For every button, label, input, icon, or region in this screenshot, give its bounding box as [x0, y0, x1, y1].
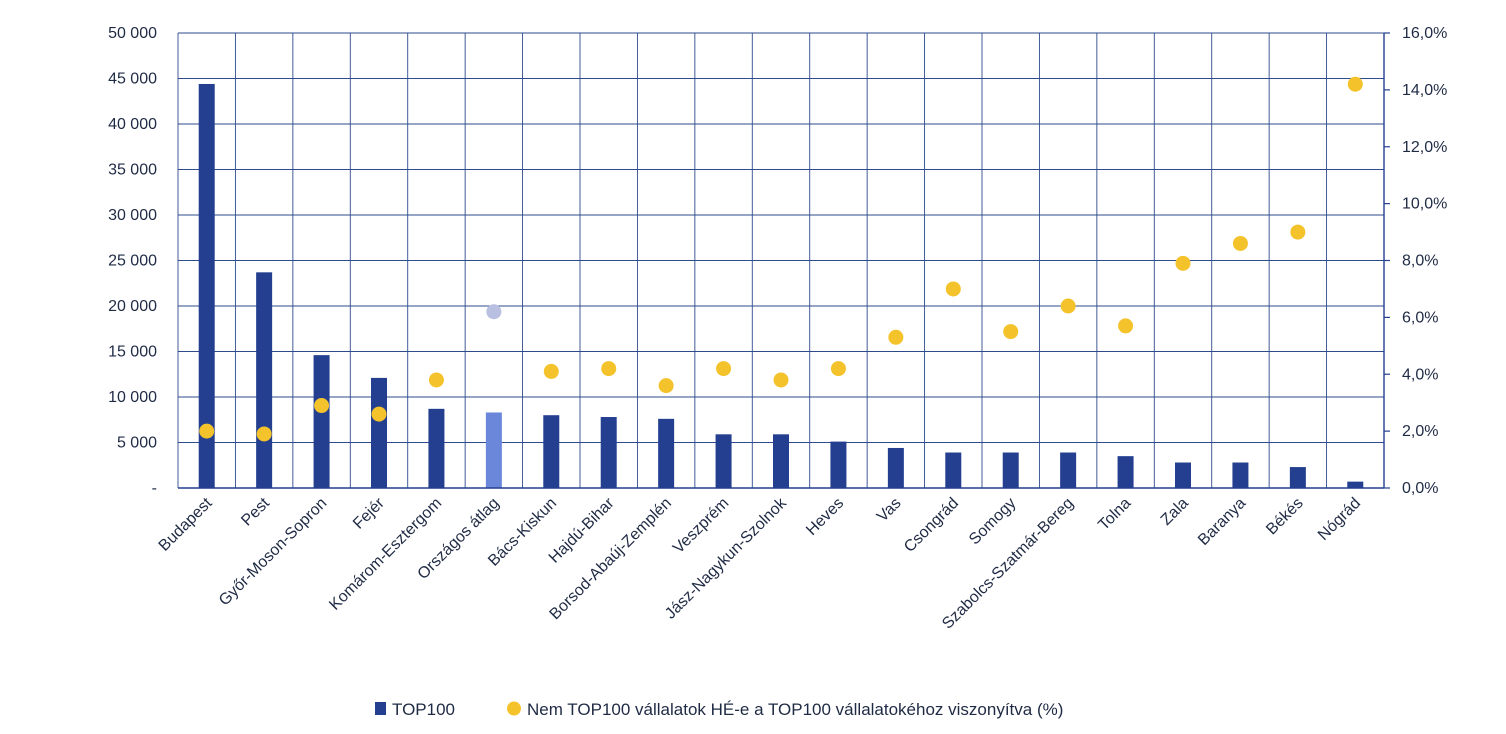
bar-13	[945, 452, 962, 488]
point-10	[773, 372, 789, 388]
right-axis-ticks: 0,0% 2,0% 4,0% 6,0% 8,0% 10,0% 12,0% 14,0% 16,0%	[1402, 25, 1447, 497]
bar-4	[428, 408, 445, 488]
bar-11	[830, 441, 847, 488]
left-tick-label: 10 000	[108, 389, 157, 406]
bar-16	[1117, 456, 1134, 488]
left-axis-ticks: - 5 000 10 000 15 000 20 000 25 000 30 000 35 0…	[108, 25, 157, 497]
right-tick-label: 10,0%	[1402, 196, 1447, 213]
category-label: Zala	[1158, 495, 1192, 529]
gridlines	[177, 32, 1385, 489]
category-label: Tolna	[1095, 495, 1134, 534]
category-label: Jász-Nagykun-Szolnok	[662, 494, 790, 622]
point-3	[371, 406, 387, 422]
point-4	[428, 372, 444, 388]
left-tick-label: 5 000	[117, 435, 157, 452]
point-1	[256, 426, 272, 442]
bar-8	[658, 418, 675, 488]
category-label: Veszprém	[670, 495, 732, 557]
bar-3	[371, 377, 387, 488]
right-tick-label: 16,0%	[1402, 25, 1447, 42]
point-7	[601, 361, 617, 377]
bar-17	[1175, 462, 1191, 488]
point-0	[199, 423, 215, 439]
point-15	[1060, 298, 1076, 314]
point-20	[1347, 76, 1363, 92]
legend-top100-swatch	[375, 702, 386, 715]
left-tick-label: 35 000	[108, 162, 157, 179]
category-label: Budapest	[156, 494, 216, 554]
point-9	[716, 361, 732, 377]
category-label: Csongrád	[901, 495, 962, 556]
right-tick-label: 14,0%	[1402, 82, 1447, 99]
bar-2	[313, 355, 330, 488]
bar-19	[1289, 467, 1306, 488]
category-label: Fejér	[350, 494, 388, 532]
point-6	[543, 363, 559, 379]
category-label: Borsod-Abaúj-Zemplén	[547, 495, 675, 623]
point-14	[1003, 324, 1019, 340]
bar-14	[1002, 452, 1019, 488]
point-18	[1232, 235, 1248, 251]
bar-0	[198, 83, 215, 489]
point-16	[1118, 318, 1134, 334]
point-13	[945, 281, 961, 297]
point-11	[830, 361, 846, 377]
legend-ratio-swatch	[507, 701, 521, 716]
category-label: Vas	[874, 495, 905, 526]
left-tick-label: -	[152, 480, 157, 497]
bar-9	[715, 434, 732, 488]
bar-12	[887, 447, 904, 488]
right-tick-label: 4,0%	[1402, 366, 1438, 383]
category-label: Komárom-Esztergom	[326, 495, 445, 614]
left-tick-label: 15 000	[108, 344, 157, 361]
left-tick-label: 30 000	[108, 207, 157, 224]
bar-15	[1060, 452, 1077, 488]
point-2	[314, 398, 330, 414]
right-tick-label: 8,0%	[1402, 253, 1438, 270]
legend-ratio-label: Nem TOP100 vállalatok HÉ-e a TOP100 váll…	[527, 700, 1063, 719]
category-label: Baranya	[1195, 495, 1249, 549]
point-8	[658, 378, 674, 394]
bar-1	[256, 272, 273, 488]
legend-top100-label: TOP100	[392, 700, 455, 719]
left-tick-label: 20 000	[108, 298, 157, 315]
category-label: Győr-Moson-Sopron	[216, 495, 331, 610]
right-tick-label: 2,0%	[1402, 423, 1438, 440]
bar-7	[600, 417, 617, 488]
point-19	[1290, 224, 1306, 240]
category-label: Pest	[238, 494, 273, 529]
scatter-series	[199, 76, 1363, 442]
bar-18	[1232, 462, 1249, 488]
left-tick-label: 40 000	[108, 116, 157, 133]
left-tick-label: 25 000	[108, 253, 157, 270]
category-label: Nógrád	[1315, 495, 1364, 544]
bar-5	[485, 412, 502, 488]
point-5	[486, 304, 502, 320]
left-tick-label: 50 000	[108, 25, 157, 42]
left-tick-label: 45 000	[108, 71, 157, 88]
axes	[178, 32, 1390, 489]
right-tick-label: 12,0%	[1402, 139, 1447, 156]
category-label: Somogy	[966, 495, 1020, 549]
right-tick-label: 6,0%	[1402, 309, 1438, 326]
bar-series	[198, 83, 1364, 489]
point-17	[1175, 255, 1191, 271]
category-label: Heves	[803, 495, 847, 539]
bar-6	[543, 415, 560, 488]
point-12	[888, 329, 904, 345]
right-tick-label: 0,0%	[1402, 480, 1438, 497]
bar-20	[1347, 481, 1364, 488]
category-label: Békés	[1263, 495, 1306, 538]
bar-10	[773, 434, 789, 488]
legend: TOP100 Nem TOP100 vállalatok HÉ-e a TOP1…	[375, 700, 1063, 719]
